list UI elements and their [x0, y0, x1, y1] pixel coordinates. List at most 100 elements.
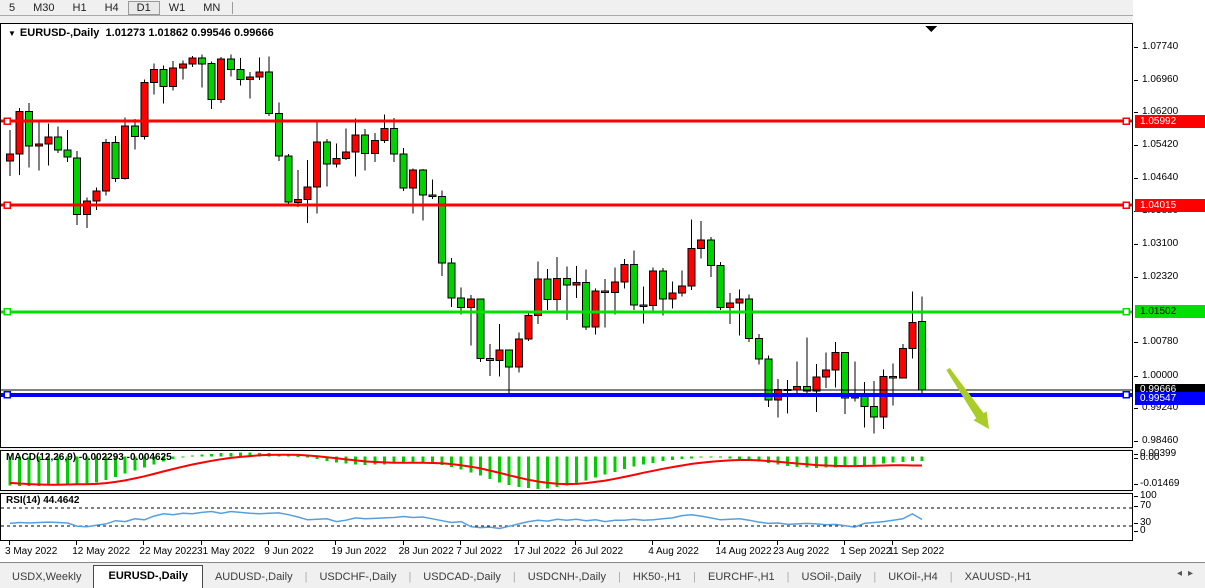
candle — [150, 63, 158, 95]
candle — [668, 281, 677, 309]
down-arrow-annotation[interactable] — [946, 367, 989, 429]
macd-hist-bar — [478, 456, 482, 476]
candle — [226, 54, 235, 77]
indicator-axis-label: -0.01469 — [1140, 478, 1180, 489]
tab-audusd-daily[interactable]: AUDUSD-,Daily — [214, 571, 293, 583]
candle — [524, 311, 533, 342]
tab-eurchf-h1[interactable]: EURCHF-,H1 — [708, 571, 775, 583]
timeframe-button-m30[interactable]: M30 — [33, 1, 55, 14]
macd-hist-bar — [718, 456, 722, 458]
chart-shift-marker-icon[interactable] — [925, 26, 937, 32]
date-tick — [777, 541, 778, 545]
price-axis-label: 1.06200 — [1142, 106, 1179, 117]
hline-handle[interactable] — [3, 391, 11, 399]
tab-usoil-daily[interactable]: USOil-,Daily — [801, 571, 862, 583]
candle — [15, 107, 24, 176]
tab-separator: | — [408, 571, 412, 583]
tab-scroll-right-icon[interactable]: ▸ — [1187, 568, 1199, 579]
macd-hist-bar — [142, 456, 146, 468]
timeframe-button-h1[interactable]: H1 — [72, 1, 87, 14]
candle — [207, 61, 216, 110]
macd-hist-bar — [56, 456, 60, 485]
candle — [92, 187, 101, 210]
tab-separator: | — [304, 571, 308, 583]
tab-scroll-left-icon[interactable]: ◂ — [1176, 568, 1188, 579]
candle — [889, 363, 898, 406]
axis-tick — [1134, 112, 1138, 113]
date-tick — [402, 541, 404, 545]
tab-usdcad-daily[interactable]: USDCAD-,Daily — [423, 571, 501, 583]
tab-xauusd-h1[interactable]: XAUUSD-,H1 — [964, 571, 1032, 583]
candle — [159, 65, 168, 104]
candle — [639, 286, 648, 324]
macd-hist-bar — [805, 456, 809, 468]
macd-chart-canvas[interactable] — [1, 451, 1132, 490]
macd-hist-bar — [709, 456, 713, 458]
candle — [505, 349, 514, 397]
macd-hist-bar — [546, 456, 550, 489]
macd-hist-bar — [8, 456, 12, 486]
candle — [841, 352, 850, 414]
candle — [486, 343, 494, 377]
macd-hist-bar — [555, 456, 559, 488]
timeframe-button-5[interactable]: 5 — [9, 1, 16, 14]
candlestick-chart-canvas[interactable] — [1, 24, 1132, 447]
macd-hist-bar — [747, 456, 751, 461]
tab-usdcnh-daily[interactable]: USDCNH-,Daily — [527, 571, 607, 583]
candle — [466, 294, 475, 346]
macd-hist-bar — [469, 456, 473, 473]
hline-handle[interactable] — [3, 308, 11, 316]
macd-hist-bar — [296, 455, 300, 457]
candle — [111, 136, 120, 182]
rsi-chart-canvas[interactable] — [1, 494, 1132, 540]
date-tick — [9, 541, 10, 545]
tab-separator: | — [949, 571, 953, 583]
macd-hist-bar — [786, 456, 790, 467]
hline-handle[interactable] — [1122, 201, 1130, 209]
tab-eurusd-daily[interactable]: EURUSD-,Daily — [93, 565, 203, 588]
candle — [418, 169, 427, 221]
macd-hist-bar — [219, 453, 223, 457]
hline-handle[interactable] — [1122, 308, 1130, 316]
timeframe-button-w1[interactable]: W1 — [168, 1, 186, 14]
macd-hist-bar — [411, 456, 415, 463]
macd-hist-bar — [622, 456, 626, 469]
candle — [178, 60, 187, 80]
candle — [188, 56, 197, 68]
price-badge-0.99547: 0.99547 — [1135, 392, 1205, 405]
macd-hist-bar — [776, 456, 780, 465]
macd-hist-bar — [574, 456, 578, 484]
candle — [630, 250, 638, 310]
tab-usdx-weekly[interactable]: USDX,Weekly — [12, 571, 82, 583]
tab-hk50-h1[interactable]: HK50-,H1 — [632, 571, 682, 583]
hline-handle[interactable] — [3, 117, 11, 125]
candle — [169, 61, 178, 91]
date-axis-label: 14 Aug 2022 — [715, 546, 772, 557]
chevron-down-icon[interactable]: ▼ — [8, 29, 16, 38]
hline-handle[interactable] — [1122, 391, 1130, 399]
tab-scroll-arrows: ◂▸ — [1177, 568, 1199, 579]
macd-hist-bar — [46, 456, 50, 486]
macd-hist-bar — [421, 456, 425, 463]
candle — [294, 170, 302, 207]
macd-hist-bar — [171, 456, 175, 460]
date-axis-label: 12 May 2022 — [72, 546, 131, 557]
macd-hist-bar — [123, 456, 127, 474]
hline-handle[interactable] — [3, 201, 11, 209]
tab-usdchf-daily[interactable]: USDCHF-,Daily — [319, 571, 397, 583]
axis-tick — [1134, 408, 1138, 409]
symbol-tab-bar: USDX,Weekly EURUSD-,Daily AUDUSD-,Daily | US… — [0, 562, 1205, 588]
candle — [553, 257, 562, 311]
price-axis: 1.077401.069601.062001.054201.046401.038… — [1133, 0, 1205, 562]
date-axis-label: 1 Sep 2022 — [840, 546, 892, 557]
axis-tick — [1134, 458, 1138, 459]
candle — [754, 334, 763, 365]
tab-ukoil-h4[interactable]: UKOil-,H4 — [888, 571, 938, 583]
timeframe-button-h4[interactable]: H4 — [104, 1, 119, 14]
candle — [687, 219, 696, 290]
chart-ohlc-values: 1.01273 1.01862 0.99546 0.99666 — [105, 27, 274, 39]
timeframe-button-mn[interactable]: MN — [203, 1, 221, 14]
timeframe-button-d1[interactable]: D1 — [127, 0, 160, 15]
hline-handle[interactable] — [1122, 117, 1130, 125]
macd-hist-bar — [498, 456, 502, 483]
